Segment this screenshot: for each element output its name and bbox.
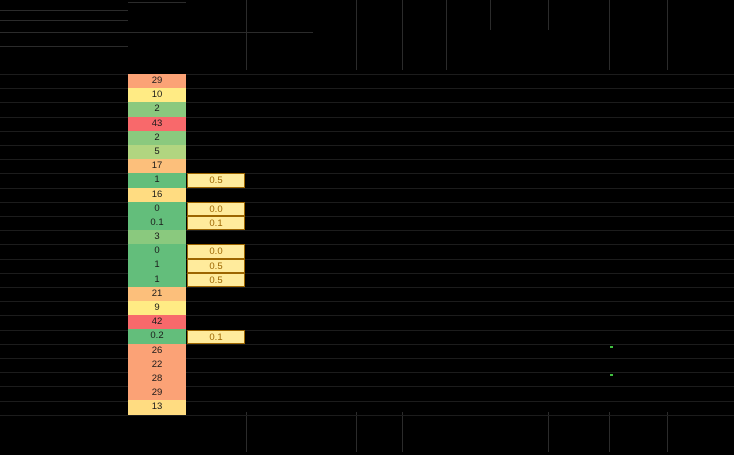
- row-gridline: [0, 401, 734, 402]
- row-gridline: [0, 358, 734, 359]
- value-cell[interactable]: 0.1: [128, 215, 186, 231]
- row-gridline: [0, 117, 734, 118]
- column-divider: [402, 412, 403, 452]
- header-rule: [128, 2, 186, 3]
- cell-marker: [610, 346, 613, 348]
- value-cell[interactable]: 1: [128, 173, 186, 188]
- row-gridline: [0, 131, 734, 132]
- row-gridline: [0, 415, 734, 416]
- header-rule: [0, 20, 128, 21]
- value-cell[interactable]: 29: [128, 386, 186, 401]
- row-gridline: [0, 88, 734, 89]
- value-cell[interactable]: 21: [128, 286, 186, 301]
- secondary-value-cell[interactable]: 0.1: [187, 216, 245, 231]
- value-cell[interactable]: 29: [128, 74, 186, 89]
- row-gridline: [0, 315, 734, 316]
- row-gridline: [0, 344, 734, 345]
- value-cell[interactable]: 3: [128, 230, 186, 245]
- column-divider: [402, 0, 403, 70]
- secondary-value-cell[interactable]: 0.0: [187, 244, 245, 259]
- value-cell[interactable]: 2: [128, 130, 186, 145]
- value-cell[interactable]: 0.2: [128, 329, 186, 344]
- secondary-value-cell[interactable]: 0.5: [187, 258, 245, 273]
- row-gridline: [0, 386, 734, 387]
- row-gridline: [0, 74, 734, 75]
- value-cell[interactable]: 0: [128, 201, 186, 216]
- value-cell[interactable]: 43: [128, 116, 186, 131]
- row-gridline: [0, 145, 734, 146]
- row-gridline: [0, 230, 734, 231]
- row-gridline: [0, 202, 734, 203]
- value-cell[interactable]: 0: [128, 244, 186, 259]
- value-cell[interactable]: 1: [128, 272, 186, 287]
- header-rule: [0, 10, 128, 11]
- row-gridline: [0, 287, 734, 288]
- value-cell[interactable]: 10: [128, 88, 186, 103]
- conditional-format-column: 29 10 2 43 2 5 17 1 16 0 0.1 3 0 1 1 21 9 42 0.2 26 22 28 29 13: [128, 74, 186, 415]
- header-rule: [0, 46, 128, 47]
- value-cell[interactable]: 42: [128, 315, 186, 330]
- row-gridline: [0, 244, 734, 245]
- row-gridline: [0, 102, 734, 103]
- cell-marker: [610, 374, 613, 376]
- row-gridline: [0, 173, 734, 174]
- header-rule: [0, 32, 313, 33]
- column-divider: [667, 0, 668, 70]
- value-cell[interactable]: 5: [128, 144, 186, 160]
- secondary-value-cell[interactable]: 0.5: [187, 173, 245, 188]
- value-cell[interactable]: 28: [128, 371, 186, 387]
- value-cell[interactable]: 2: [128, 102, 186, 117]
- column-divider: [609, 412, 610, 452]
- secondary-value-cell[interactable]: 0.5: [187, 272, 245, 287]
- row-gridline: [0, 372, 734, 373]
- value-cell[interactable]: 13: [128, 400, 186, 415]
- column-divider: [667, 412, 668, 452]
- row-gridline: [0, 216, 734, 217]
- row-gridline: [0, 188, 734, 189]
- column-divider: [548, 412, 549, 452]
- column-divider: [446, 0, 447, 70]
- column-divider: [356, 0, 357, 70]
- column-divider: [490, 0, 491, 30]
- secondary-value-cell[interactable]: 0.0: [187, 201, 245, 216]
- row-gridline: [0, 330, 734, 331]
- row-gridline: [0, 301, 734, 302]
- column-divider: [609, 0, 610, 70]
- value-cell[interactable]: 22: [128, 357, 186, 372]
- row-gridline: [0, 259, 734, 260]
- column-divider: [246, 412, 247, 452]
- secondary-value-cell[interactable]: 0.1: [187, 329, 245, 344]
- value-cell[interactable]: 17: [128, 159, 186, 174]
- value-cell[interactable]: 26: [128, 343, 186, 358]
- row-gridline: [0, 159, 734, 160]
- column-divider: [548, 0, 549, 30]
- value-cell[interactable]: 9: [128, 301, 186, 316]
- value-cell[interactable]: 1: [128, 258, 186, 273]
- value-cell[interactable]: 16: [128, 187, 186, 202]
- row-gridline: [0, 273, 734, 274]
- column-divider: [246, 0, 247, 70]
- column-divider: [356, 412, 357, 452]
